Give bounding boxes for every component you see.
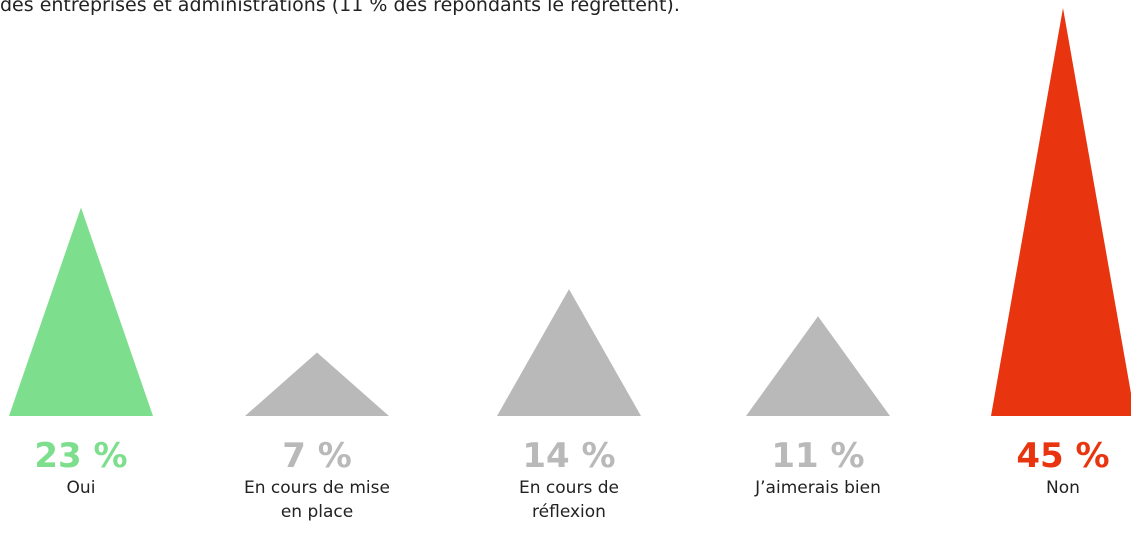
category-label: Oui	[66, 478, 96, 498]
value-label: 45 %	[1016, 436, 1110, 476]
label-group: 7 % En cours de mise en place	[232, 438, 402, 524]
label-group: 11 % J’aimerais bien	[733, 438, 903, 500]
category-label: Non	[1046, 478, 1080, 498]
value-label: 7 %	[282, 436, 352, 476]
triangle	[497, 289, 641, 416]
triangle	[245, 352, 389, 416]
label-group: 45 % Non	[978, 438, 1131, 500]
value-label: 23 %	[34, 436, 128, 476]
label-group: 14 % En cours de réflexion	[484, 438, 654, 524]
category-label: J’aimerais bien	[755, 478, 881, 498]
category-label: En cours de mise en place	[244, 478, 390, 522]
triangle	[9, 207, 153, 416]
value-label: 14 %	[522, 436, 616, 476]
triangle	[746, 316, 890, 416]
triangle	[991, 8, 1131, 416]
subtitle: des entreprises et administrations (11 %…	[0, 0, 680, 16]
value-label: 11 %	[771, 436, 865, 476]
category-label: En cours de réflexion	[519, 478, 619, 522]
label-group: 23 % Oui	[0, 438, 166, 500]
